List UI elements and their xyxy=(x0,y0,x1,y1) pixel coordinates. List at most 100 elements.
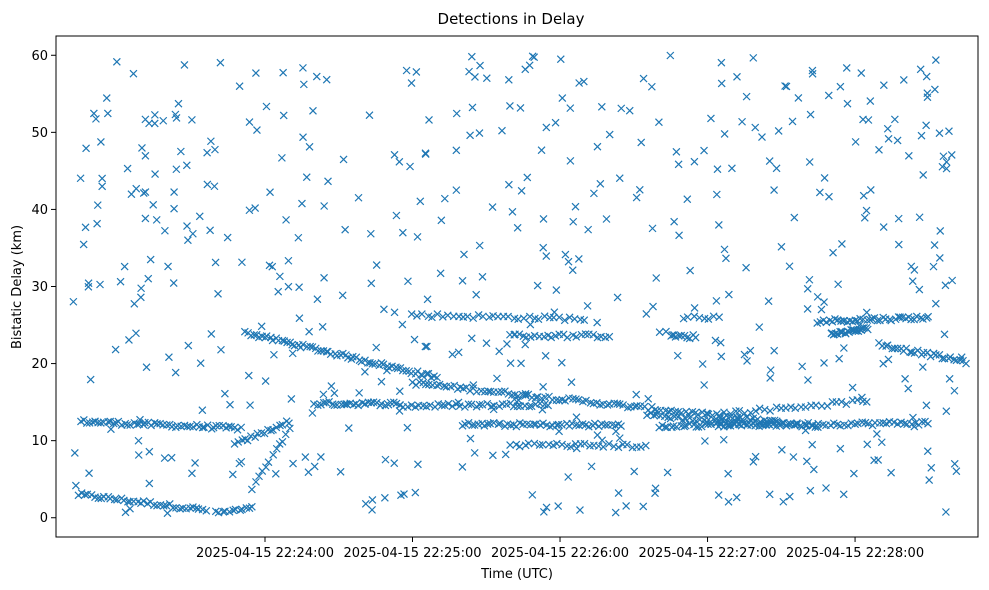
detection-point xyxy=(354,401,363,410)
detection-point xyxy=(372,343,381,352)
detection-point xyxy=(534,315,543,324)
detection-point xyxy=(666,51,675,60)
detection-point xyxy=(743,356,751,365)
detection-point xyxy=(842,400,851,409)
detection-point xyxy=(820,298,828,306)
detection-point xyxy=(407,401,416,410)
detection-point xyxy=(663,468,672,477)
detection-point xyxy=(318,322,327,331)
detection-point xyxy=(219,507,228,516)
detection-point xyxy=(361,499,370,508)
detection-point xyxy=(907,262,916,271)
detection-point xyxy=(382,366,391,375)
detection-point xyxy=(379,360,388,369)
detection-point xyxy=(564,473,573,481)
detection-point xyxy=(568,266,577,275)
detection-point xyxy=(129,69,138,78)
detection-point xyxy=(804,418,813,427)
detection-point xyxy=(377,399,386,408)
detection-point xyxy=(285,419,293,428)
detection-point xyxy=(801,403,810,412)
detection-point xyxy=(599,443,608,451)
detection-point xyxy=(950,355,959,364)
detection-point xyxy=(176,147,185,156)
detection-point xyxy=(708,411,717,420)
detection-point xyxy=(523,173,532,182)
detection-point xyxy=(746,346,755,355)
detection-point xyxy=(355,388,364,397)
detection-point xyxy=(712,190,721,199)
detection-point xyxy=(368,495,377,504)
detection-point xyxy=(347,355,356,363)
detection-point xyxy=(740,409,749,418)
detection-point xyxy=(525,312,534,321)
detection-point xyxy=(421,342,430,351)
detection-point xyxy=(279,111,288,120)
y-tick-label: 60 xyxy=(31,49,48,64)
detection-point xyxy=(284,282,293,291)
detection-point xyxy=(112,57,121,66)
detection-point xyxy=(513,223,522,232)
chart-title: Detections in Delay xyxy=(438,10,585,28)
detection-point xyxy=(464,418,473,427)
detection-point xyxy=(605,332,614,341)
detection-point xyxy=(109,419,118,428)
detection-point xyxy=(806,486,815,495)
detection-point xyxy=(720,408,728,417)
detection-point xyxy=(605,130,614,139)
detection-point xyxy=(164,262,172,271)
detection-point xyxy=(257,322,266,331)
detection-point xyxy=(134,451,143,459)
detection-point xyxy=(149,200,158,209)
detection-point xyxy=(327,382,336,391)
detection-point xyxy=(183,222,191,231)
detection-point xyxy=(893,136,902,145)
detection-point xyxy=(884,134,893,143)
detection-point xyxy=(941,508,950,516)
detection-point xyxy=(152,215,161,224)
detection-point xyxy=(504,75,513,84)
detection-point xyxy=(187,115,196,124)
detection-point xyxy=(572,332,581,341)
detection-point xyxy=(698,360,707,368)
detection-point xyxy=(724,290,733,299)
detection-point xyxy=(735,406,744,415)
detection-point xyxy=(862,206,871,215)
detection-point xyxy=(848,383,857,392)
detection-point xyxy=(270,350,278,359)
detection-point xyxy=(144,274,153,283)
detection-point xyxy=(712,296,721,305)
detection-point xyxy=(774,127,783,135)
detection-point xyxy=(732,493,741,502)
detection-point xyxy=(912,312,921,321)
detection-point xyxy=(395,387,404,396)
detection-point xyxy=(879,81,888,90)
detection-point xyxy=(284,256,293,265)
detection-point xyxy=(830,330,839,339)
detection-point xyxy=(302,173,311,182)
detection-point xyxy=(504,180,513,189)
detection-point xyxy=(777,242,786,251)
detection-point xyxy=(398,320,407,329)
detection-point xyxy=(506,359,515,368)
detection-point xyxy=(471,73,479,81)
detection-point xyxy=(751,407,760,415)
detection-point xyxy=(765,157,774,165)
detection-point xyxy=(126,504,134,513)
detection-point xyxy=(392,211,401,220)
detection-point xyxy=(243,436,252,445)
detection-point xyxy=(212,421,221,430)
detection-point xyxy=(463,312,472,321)
detection-point xyxy=(547,333,556,342)
detection-point xyxy=(515,442,524,451)
detection-point xyxy=(590,419,599,428)
detection-point xyxy=(770,346,779,355)
detection-point xyxy=(521,391,530,400)
detection-point xyxy=(674,160,683,169)
detection-point xyxy=(766,373,775,382)
detection-point xyxy=(245,118,254,127)
detection-point xyxy=(76,174,85,183)
detection-point xyxy=(851,137,860,146)
detection-point xyxy=(584,225,593,234)
detection-point xyxy=(714,491,723,499)
